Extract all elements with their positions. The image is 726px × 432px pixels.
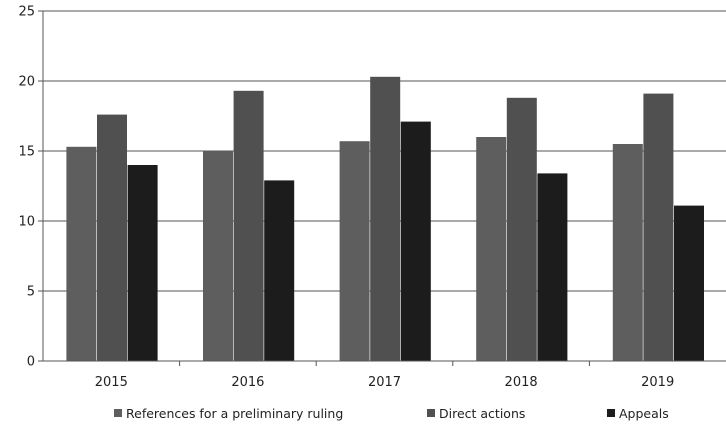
legend-label: Direct actions bbox=[439, 406, 525, 421]
bar-2015-1 bbox=[66, 146, 97, 361]
y-tick-label: 0 bbox=[27, 355, 35, 370]
x-tick-label: 2019 bbox=[641, 375, 674, 390]
bars bbox=[66, 76, 704, 362]
bar-2017-3 bbox=[400, 121, 431, 361]
bar-2017-2 bbox=[370, 76, 401, 362]
bar-2016-1 bbox=[203, 151, 233, 361]
y-tick-label: 10 bbox=[18, 215, 35, 230]
bar-2019-3 bbox=[674, 205, 704, 361]
bar-2018-2 bbox=[506, 97, 537, 362]
legend-swatch bbox=[427, 409, 435, 417]
bar-2019-2 bbox=[643, 93, 674, 361]
bar-2018-3 bbox=[537, 173, 568, 361]
legend-label: Appeals bbox=[619, 406, 669, 421]
y-tick-label: 15 bbox=[18, 145, 35, 160]
y-tick-label: 20 bbox=[18, 75, 35, 90]
bar-2017-1 bbox=[339, 141, 370, 361]
legend-swatch bbox=[607, 409, 615, 417]
x-tick-label: 2018 bbox=[505, 375, 538, 390]
legend-swatch bbox=[114, 409, 122, 417]
bar-2015-3 bbox=[127, 165, 158, 361]
legend-label: References for a preliminary ruling bbox=[126, 406, 343, 421]
x-tick-label: 2017 bbox=[368, 375, 401, 390]
axes: 0 5 10 15 20 25 2015 2016 2017 2018 2019 bbox=[18, 5, 726, 390]
bar-2018-1 bbox=[476, 137, 507, 361]
x-tick-label: 2016 bbox=[231, 375, 264, 390]
y-tick-label: 5 bbox=[27, 285, 35, 300]
y-tick-label: 25 bbox=[18, 5, 35, 20]
bar-2015-2 bbox=[97, 114, 127, 361]
bar-2016-3 bbox=[264, 180, 295, 361]
bar-2016-2 bbox=[233, 90, 264, 362]
bar-2019-1 bbox=[612, 144, 643, 361]
legend: References for a preliminary ruling Direc… bbox=[114, 406, 669, 421]
x-tick-label: 2015 bbox=[95, 375, 128, 390]
